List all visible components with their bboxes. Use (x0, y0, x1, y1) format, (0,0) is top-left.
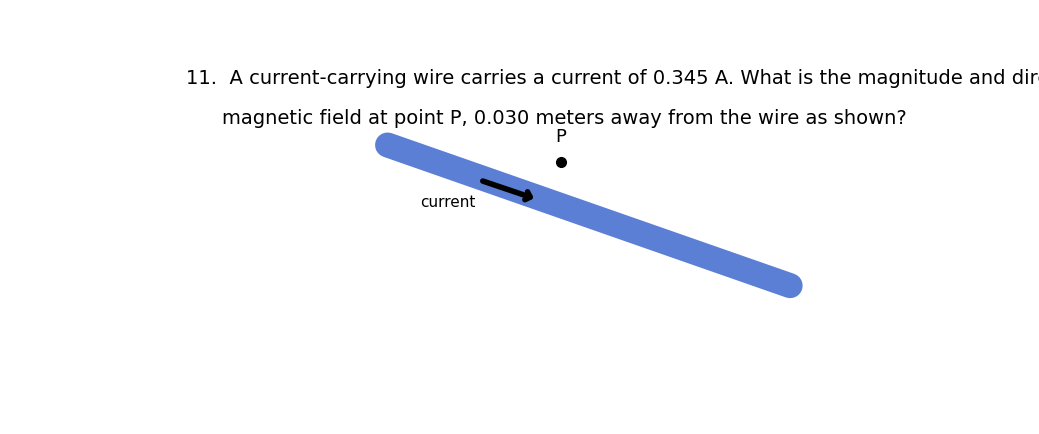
Text: 11.  A current-carrying wire carries a current of 0.345 A. What is the magnitude: 11. A current-carrying wire carries a cu… (186, 69, 1039, 88)
Text: current: current (420, 194, 476, 209)
Text: P: P (555, 128, 566, 146)
Text: magnetic field at point P, 0.030 meters away from the wire as shown?: magnetic field at point P, 0.030 meters … (222, 109, 907, 128)
